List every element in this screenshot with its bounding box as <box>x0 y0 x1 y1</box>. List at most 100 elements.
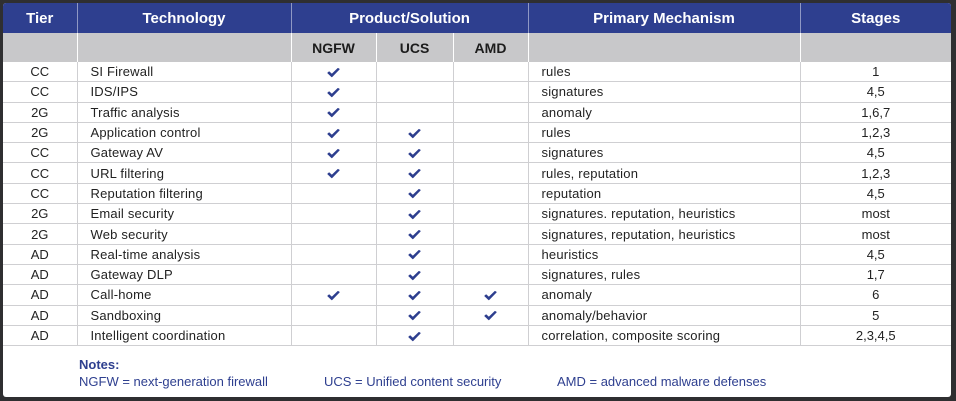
ngfw-cell <box>291 122 377 144</box>
subheader-ucs: UCS <box>376 33 454 62</box>
tier-cell: AD <box>3 305 78 326</box>
table-row: AD Intelligent coordination correlation, c… <box>3 325 951 347</box>
check-icon <box>408 250 421 260</box>
table-row: CC Gateway AV signatures 4,5 <box>3 142 951 164</box>
stages-cell: 4,5 <box>800 244 951 265</box>
notes-title: Notes: <box>79 357 120 372</box>
check-icon <box>327 108 340 118</box>
tier-cell: CC <box>3 183 78 205</box>
amd-cell <box>453 62 529 83</box>
stages-cell: 5 <box>800 305 951 326</box>
technology-cell: Traffic analysis <box>77 102 292 123</box>
technology-cell: Call-home <box>77 284 292 306</box>
technology-cell: SI Firewall <box>77 62 292 83</box>
tier-cell: CC <box>3 142 78 164</box>
stages-cell: 1,6,7 <box>800 102 951 123</box>
check-icon <box>408 209 421 220</box>
ngfw-cell <box>291 203 377 225</box>
stages-cell: 4,5 <box>800 183 951 205</box>
ngfw-cell <box>291 305 377 326</box>
ucs-cell <box>376 203 454 225</box>
check-icon <box>327 169 340 179</box>
technology-cell: Gateway AV <box>77 142 292 164</box>
ucs-cell <box>376 305 454 326</box>
ngfw-cell <box>291 223 377 245</box>
ucs-cell <box>376 183 454 205</box>
mechanism-cell: anomaly/behavior <box>528 305 801 326</box>
mechanism-cell: signatures. reputation, heuristics <box>528 203 801 225</box>
amd-cell <box>453 203 529 225</box>
header-technology: Technology <box>77 3 292 33</box>
tier-cell: AD <box>3 325 78 347</box>
amd-cell <box>453 284 529 306</box>
table-row: CC SI Firewall rules 1 <box>3 62 951 83</box>
ucs-cell <box>376 223 454 245</box>
header-product-solution: Product/Solution <box>291 3 529 33</box>
comparison-table-panel: Tier Technology Product/Solution Primary… <box>3 3 951 397</box>
tier-cell: 2G <box>3 223 78 245</box>
ngfw-cell <box>291 244 377 265</box>
technology-cell: URL filtering <box>77 162 292 184</box>
table-row: AD Sandboxing anomaly/behavior 5 <box>3 305 951 326</box>
ngfw-cell <box>291 183 377 205</box>
amd-cell <box>453 223 529 245</box>
check-icon <box>408 270 421 281</box>
notes-section: Notes: NGFW = next-generation firewall U… <box>79 357 939 390</box>
technology-cell: IDS/IPS <box>77 81 292 103</box>
technology-cell: Application control <box>77 122 292 144</box>
table-row: 2G Application control rules 1,2,3 <box>3 122 951 144</box>
mechanism-cell: rules <box>528 122 801 144</box>
ucs-cell <box>376 325 454 347</box>
stages-cell: 6 <box>800 284 951 306</box>
ucs-cell <box>376 244 454 265</box>
ngfw-cell <box>291 264 377 286</box>
mechanism-cell: anomaly <box>528 284 801 306</box>
amd-cell <box>453 183 529 205</box>
tier-cell: 2G <box>3 203 78 225</box>
note-amd: AMD = advanced malware defenses <box>557 374 767 389</box>
technology-cell: Reputation filtering <box>77 183 292 205</box>
check-icon <box>408 189 421 199</box>
ucs-cell <box>376 162 454 184</box>
subheader-amd: AMD <box>453 33 529 62</box>
notes-definitions: NGFW = next-generation firewall UCS = Un… <box>79 374 939 390</box>
stages-cell: most <box>800 223 951 245</box>
ngfw-cell <box>291 81 377 103</box>
ngfw-cell <box>291 62 377 83</box>
table-row: 2G Web security signatures, reputation, he… <box>3 223 951 245</box>
tier-cell: 2G <box>3 102 78 123</box>
check-icon <box>408 290 421 301</box>
ucs-cell <box>376 264 454 286</box>
header-tier: Tier <box>3 3 78 33</box>
subheader-ngfw: NGFW <box>291 33 377 62</box>
stages-cell: 4,5 <box>800 142 951 164</box>
check-icon <box>408 331 421 342</box>
stages-cell: 1,2,3 <box>800 162 951 184</box>
check-icon <box>408 148 421 159</box>
subheader-blank <box>3 33 78 62</box>
subheader-blank <box>77 33 292 62</box>
ucs-cell <box>376 122 454 144</box>
ngfw-cell <box>291 325 377 347</box>
tier-cell: AD <box>3 244 78 265</box>
note-ucs: UCS = Unified content security <box>324 374 502 389</box>
check-icon <box>327 148 340 159</box>
security-technology-table: Tier Technology Product/Solution Primary… <box>3 3 951 347</box>
amd-cell <box>453 81 529 103</box>
amd-cell <box>453 162 529 184</box>
ngfw-cell <box>291 102 377 123</box>
technology-cell: Email security <box>77 203 292 225</box>
mechanism-cell: rules, reputation <box>528 162 801 184</box>
ucs-cell <box>376 284 454 306</box>
amd-cell <box>453 142 529 164</box>
table-row: CC Reputation filtering reputation 4,5 <box>3 183 951 205</box>
technology-cell: Gateway DLP <box>77 264 292 286</box>
check-icon <box>408 169 421 179</box>
mechanism-cell: signatures, reputation, heuristics <box>528 223 801 245</box>
amd-cell <box>453 305 529 326</box>
mechanism-cell: signatures, rules <box>528 264 801 286</box>
stages-cell: 1,7 <box>800 264 951 286</box>
technology-cell: Web security <box>77 223 292 245</box>
subheader-row: NGFW UCS AMD <box>3 33 951 62</box>
ngfw-cell <box>291 142 377 164</box>
